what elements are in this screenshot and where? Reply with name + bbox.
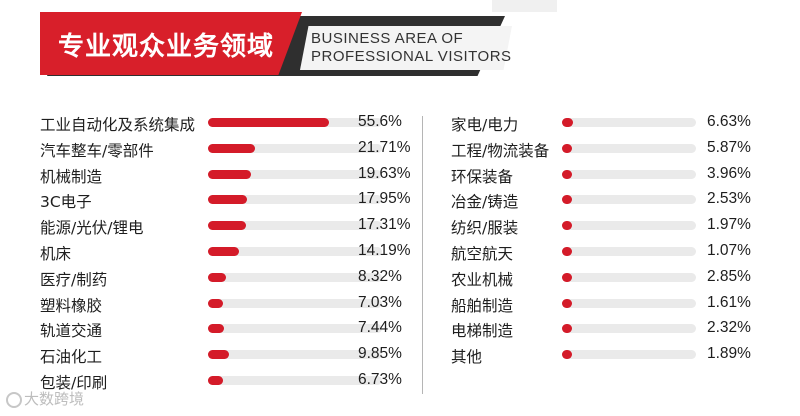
bar-track [562, 324, 696, 334]
page-subtitle: BUSINESS AREA OF PROFESSIONAL VISITORS [311, 30, 512, 66]
column-divider [422, 116, 423, 394]
category-label: 机床 [40, 244, 72, 263]
category-label: 能源/光伏/锂电 [40, 219, 144, 238]
bar [562, 143, 572, 153]
value-label: 3.96% [707, 164, 751, 182]
bar [208, 118, 329, 127]
bar [562, 246, 572, 256]
category-label: 其他 [451, 348, 483, 367]
bar [208, 324, 225, 334]
category-label: 医疗/制药 [40, 270, 108, 289]
watermark-logo-icon [6, 392, 22, 408]
value-label: 7.44% [358, 319, 402, 337]
value-label: 6.63% [707, 113, 751, 130]
value-label: 8.32% [358, 267, 402, 285]
bar [208, 246, 239, 256]
bar [208, 221, 246, 231]
value-label: 7.03% [358, 293, 402, 311]
bar [208, 272, 227, 282]
value-label: 1.07% [707, 241, 751, 259]
value-label: 2.53% [707, 190, 751, 208]
bar-track [562, 272, 696, 282]
category-label: 工程/物流装备 [451, 141, 550, 160]
value-label: 1.89% [707, 345, 751, 363]
page-title: 专业观众业务领域 [58, 32, 275, 62]
bar [208, 375, 223, 385]
bar-track [208, 118, 382, 127]
bar [208, 298, 224, 308]
value-label: 21.71% [358, 138, 411, 156]
bar-track [208, 298, 382, 308]
bar-track [562, 169, 696, 179]
watermark: 大数跨境 [6, 388, 84, 409]
bar [562, 195, 572, 205]
bar [562, 272, 572, 282]
bar [208, 169, 251, 179]
bar [562, 221, 572, 231]
value-label: 55.6% [358, 113, 402, 130]
bar [562, 298, 572, 308]
category-label: 轨道交通 [40, 322, 103, 341]
category-label: 电梯制造 [451, 322, 514, 341]
category-label: 塑料橡胶 [40, 296, 103, 315]
bar-track [562, 298, 696, 308]
bar-track [562, 221, 696, 231]
bar-track [208, 272, 382, 282]
value-label: 2.85% [707, 267, 751, 285]
bar-track [208, 246, 382, 256]
watermark-text: 大数跨境 [24, 390, 85, 408]
bar-track [208, 143, 382, 153]
category-label: 机械制造 [40, 167, 103, 186]
category-label: 纺织/服装 [451, 219, 519, 238]
value-label: 17.95% [358, 190, 411, 208]
title-banner-accent [40, 12, 302, 75]
bar-track [562, 143, 696, 153]
value-label: 17.31% [358, 216, 411, 234]
bar-track [562, 350, 696, 360]
category-label: 汽车整车/零部件 [40, 141, 154, 160]
category-label: 农业机械 [451, 270, 514, 289]
bar-track [208, 324, 382, 334]
category-label: 家电/电力 [451, 116, 519, 134]
category-label: 船舶制造 [451, 296, 514, 315]
bar [208, 195, 248, 205]
bar [208, 350, 230, 360]
category-label: 工业自动化及系统集成 [40, 116, 196, 134]
bar [562, 324, 572, 334]
bar-track [208, 221, 382, 231]
bar-track [208, 195, 382, 205]
bar [562, 350, 572, 360]
bar-track [208, 375, 382, 385]
category-label: 冶金/铸造 [451, 193, 519, 212]
value-label: 1.61% [707, 293, 751, 311]
category-label: 3C电子 [40, 193, 92, 212]
subtitle-line-1: BUSINESS AREA OF [311, 30, 464, 47]
value-label: 9.85% [358, 345, 402, 363]
bar-track [562, 195, 696, 205]
bar-track [562, 246, 696, 256]
bar [562, 169, 572, 179]
subtitle-line-2: PROFESSIONAL VISITORS [311, 48, 512, 65]
category-label: 包装/印刷 [40, 373, 108, 392]
bar [562, 118, 574, 127]
category-label: 环保装备 [451, 167, 514, 186]
value-label: 14.19% [358, 241, 411, 259]
bar [208, 143, 256, 153]
value-label: 1.97% [707, 216, 751, 234]
bar-track [208, 350, 382, 360]
value-label: 19.63% [358, 164, 411, 182]
value-label: 5.87% [707, 138, 751, 156]
value-label: 6.73% [358, 370, 402, 388]
title-banner-subtitle-panel [300, 26, 512, 70]
bar-track [208, 169, 382, 179]
top-decoration [492, 0, 557, 12]
category-label: 航空航天 [451, 244, 514, 263]
value-label: 2.32% [707, 319, 751, 337]
category-label: 石油化工 [40, 348, 103, 367]
bar-track [562, 118, 696, 127]
